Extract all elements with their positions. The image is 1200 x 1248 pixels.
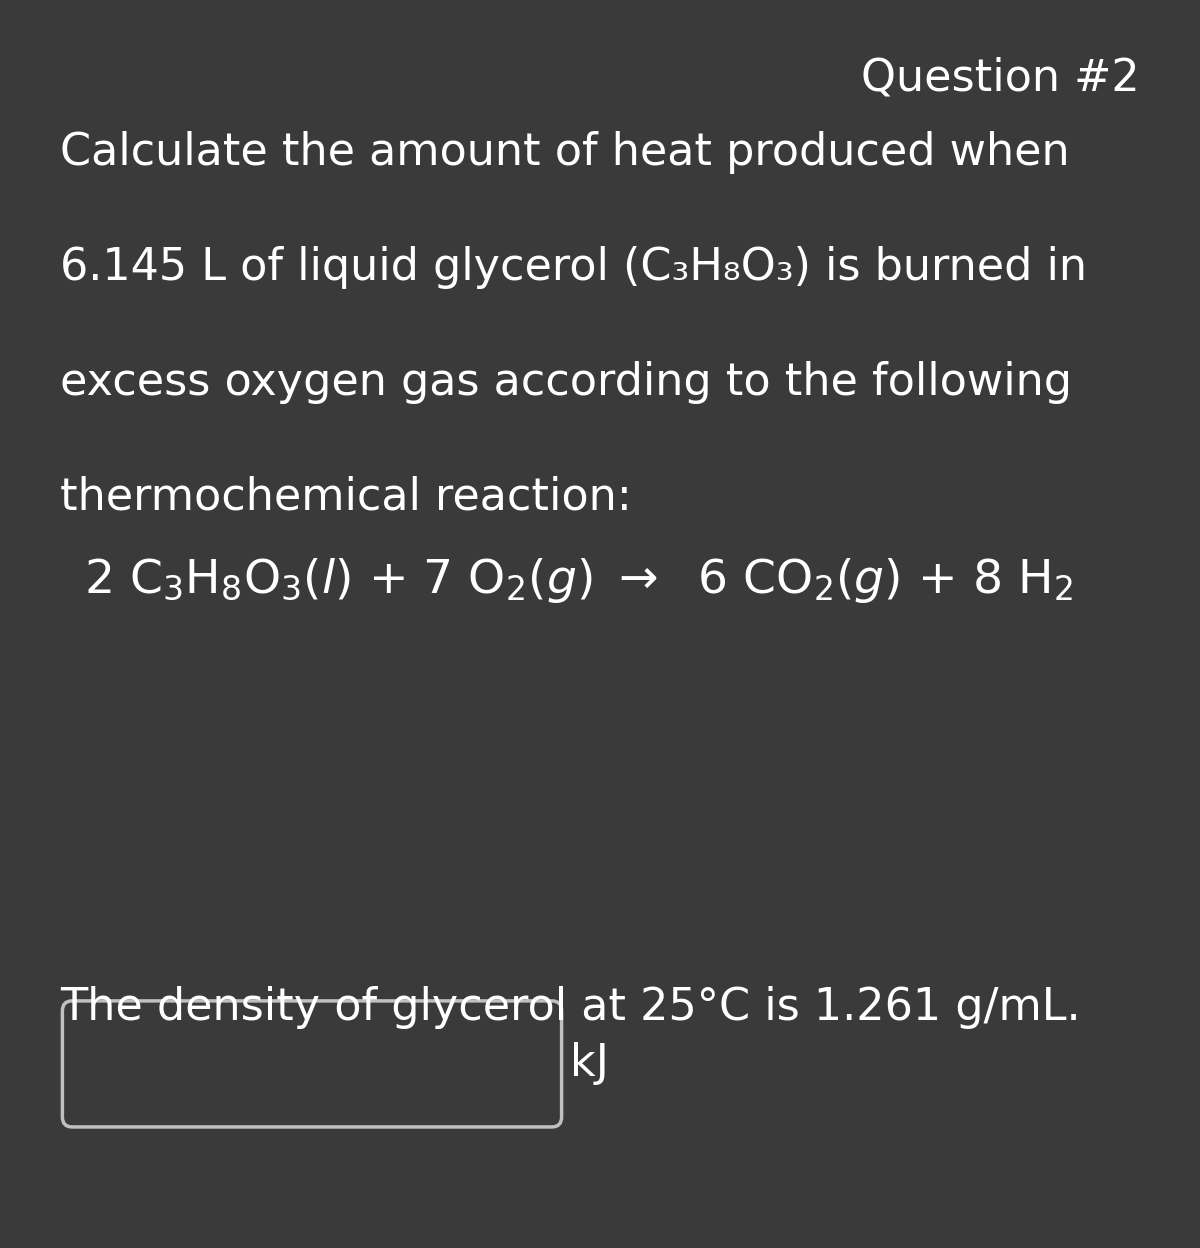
Text: thermochemical reaction:: thermochemical reaction: [60, 475, 632, 518]
Text: Question #2: Question #2 [862, 56, 1140, 99]
Text: Calculate the amount of heat produced when: Calculate the amount of heat produced wh… [60, 131, 1069, 173]
Text: 6.145 L of liquid glycerol (C₃H₈O₃) is burned in: 6.145 L of liquid glycerol (C₃H₈O₃) is b… [60, 246, 1087, 288]
Text: kJ: kJ [570, 1042, 608, 1085]
Text: The density of glycerol at 25°C is 1.261 g/mL.: The density of glycerol at 25°C is 1.261… [60, 986, 1081, 1028]
Text: excess oxygen gas according to the following: excess oxygen gas according to the follo… [60, 361, 1072, 403]
Text: 2 C$_3$H$_8$O$_3$($\it{l}$) + 7 O$_2$($\it{g}$) $\rightarrow$  6 CO$_2$($\it{g}$: 2 C$_3$H$_8$O$_3$($\it{l}$) + 7 O$_2$($\… [84, 555, 1073, 605]
FancyBboxPatch shape [62, 1001, 562, 1127]
